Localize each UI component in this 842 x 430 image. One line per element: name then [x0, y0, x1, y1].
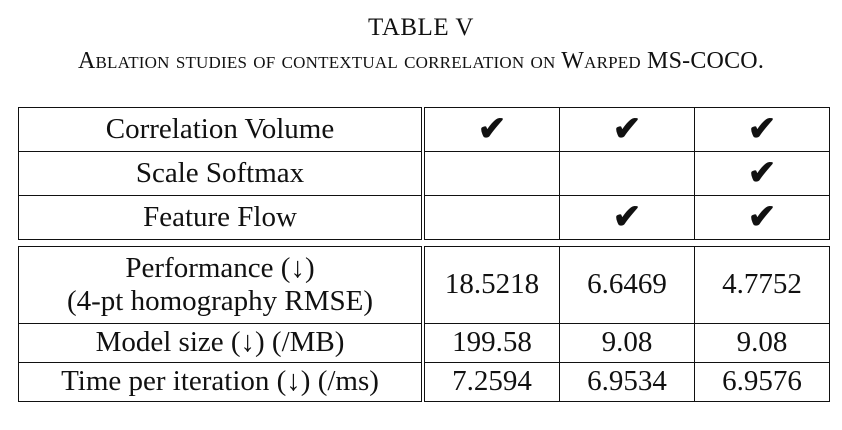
- checkmark-icon: ✔: [559, 107, 695, 152]
- checkmark-icon: ✔: [694, 195, 830, 240]
- separator-gap: [18, 239, 830, 247]
- table-label: TABLE V: [368, 14, 474, 41]
- ablation-table: Correlation Volume ✔ ✔ ✔ Scale Softmax ✔…: [18, 107, 830, 402]
- table-caption: Ablation studies of contextual correlati…: [77, 48, 765, 74]
- table-row-feature-flow: Feature Flow ✔ ✔: [18, 195, 830, 240]
- row-label-line: Performance (↓): [125, 251, 315, 284]
- table-row-correlation-volume: Correlation Volume ✔ ✔ ✔: [18, 107, 830, 152]
- table-cell: 9.08: [559, 323, 695, 363]
- row-label-line: (4-pt homography RMSE): [66, 285, 374, 317]
- row-label: Feature Flow: [18, 195, 425, 240]
- checkmark-icon: ✔: [559, 195, 695, 240]
- table-cell: 18.5218: [422, 246, 560, 324]
- empty-cell: [422, 195, 560, 240]
- empty-cell: [422, 151, 560, 196]
- table-row-performance: Performance (↓) (4-pt homography RMSE) 1…: [18, 246, 830, 324]
- table-row-scale-softmax: Scale Softmax ✔: [18, 151, 830, 196]
- table-cell: 6.9576: [694, 362, 830, 402]
- row-label: Model size (↓) (/MB): [18, 323, 425, 363]
- row-label: Time per iteration (↓) (/ms): [18, 362, 425, 402]
- checkmark-icon: ✔: [422, 107, 560, 152]
- table-cell: 199.58: [422, 323, 560, 363]
- table-row-time-per-iteration: Time per iteration (↓) (/ms) 7.2594 6.95…: [18, 362, 830, 402]
- table-cell: 9.08: [694, 323, 830, 363]
- checkmark-icon: ✔: [694, 107, 830, 152]
- section-separator: [18, 239, 830, 247]
- table-row-model-size: Model size (↓) (/MB) 199.58 9.08 9.08: [18, 323, 830, 363]
- table-cell: 6.9534: [559, 362, 695, 402]
- table-cell: 7.2594: [422, 362, 560, 402]
- table-cell: 4.7752: [694, 246, 830, 324]
- table-cell: 6.6469: [559, 246, 695, 324]
- row-label: Correlation Volume: [18, 107, 425, 152]
- empty-cell: [559, 151, 695, 196]
- row-label: Scale Softmax: [18, 151, 425, 196]
- row-label: Performance (↓) (4-pt homography RMSE): [18, 246, 425, 324]
- checkmark-icon: ✔: [694, 151, 830, 196]
